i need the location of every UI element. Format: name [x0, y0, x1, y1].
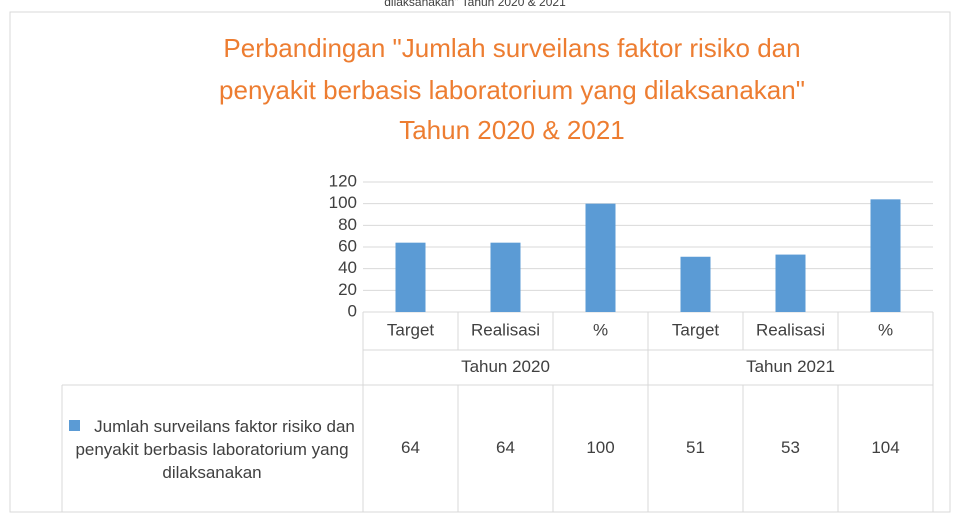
legend-entry: Jumlah surveilans faktor risiko dan peny…	[64, 415, 360, 484]
y-tick-label: 80	[338, 215, 357, 234]
bar	[775, 254, 806, 312]
x-tick-label: Target	[387, 320, 435, 339]
legend-swatch	[69, 419, 81, 431]
x-tick-label: Realisasi	[471, 320, 540, 339]
bar	[870, 199, 901, 312]
x-tick-label: Target	[672, 320, 720, 339]
y-tick-label: 120	[329, 171, 357, 190]
y-tick-label: 20	[338, 280, 357, 299]
y-tick-label: 60	[338, 236, 357, 255]
legend-cell: Jumlah surveilans faktor risiko dan peny…	[64, 388, 360, 510]
chart-title: penyakit berbasis laboratorium yang dila…	[219, 75, 805, 105]
x-tick-label: Realisasi	[756, 320, 825, 339]
cropped-caption: dilaksanakan" Tahun 2020 & 2021	[384, 0, 566, 9]
table-value: 51	[686, 438, 705, 457]
group-label: Tahun 2021	[746, 357, 835, 376]
chart-title: Perbandingan "Jumlah surveilans faktor r…	[223, 33, 800, 63]
table-value: 104	[871, 438, 899, 457]
bar	[585, 203, 616, 312]
legend-label: Jumlah surveilans faktor risiko dan peny…	[75, 416, 355, 482]
x-tick-label: %	[878, 320, 893, 339]
bar	[395, 242, 426, 312]
table-value: 53	[781, 438, 800, 457]
chart-title: Tahun 2020 & 2021	[399, 115, 625, 145]
table-value: 64	[496, 438, 515, 457]
y-tick-label: 40	[338, 258, 357, 277]
table-value: 64	[401, 438, 420, 457]
group-label: Tahun 2020	[461, 357, 550, 376]
bar	[680, 256, 711, 312]
table-value: 100	[586, 438, 614, 457]
y-tick-label: 100	[329, 193, 357, 212]
bar	[490, 242, 521, 312]
y-tick-label: 0	[348, 301, 357, 320]
x-tick-label: %	[593, 320, 608, 339]
